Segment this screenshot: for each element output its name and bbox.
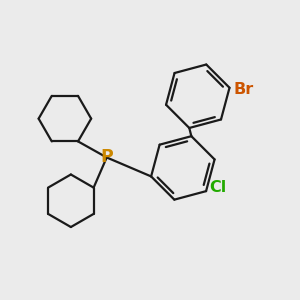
Text: P: P [100,148,113,166]
Text: Cl: Cl [209,180,226,195]
Text: Br: Br [233,82,253,97]
